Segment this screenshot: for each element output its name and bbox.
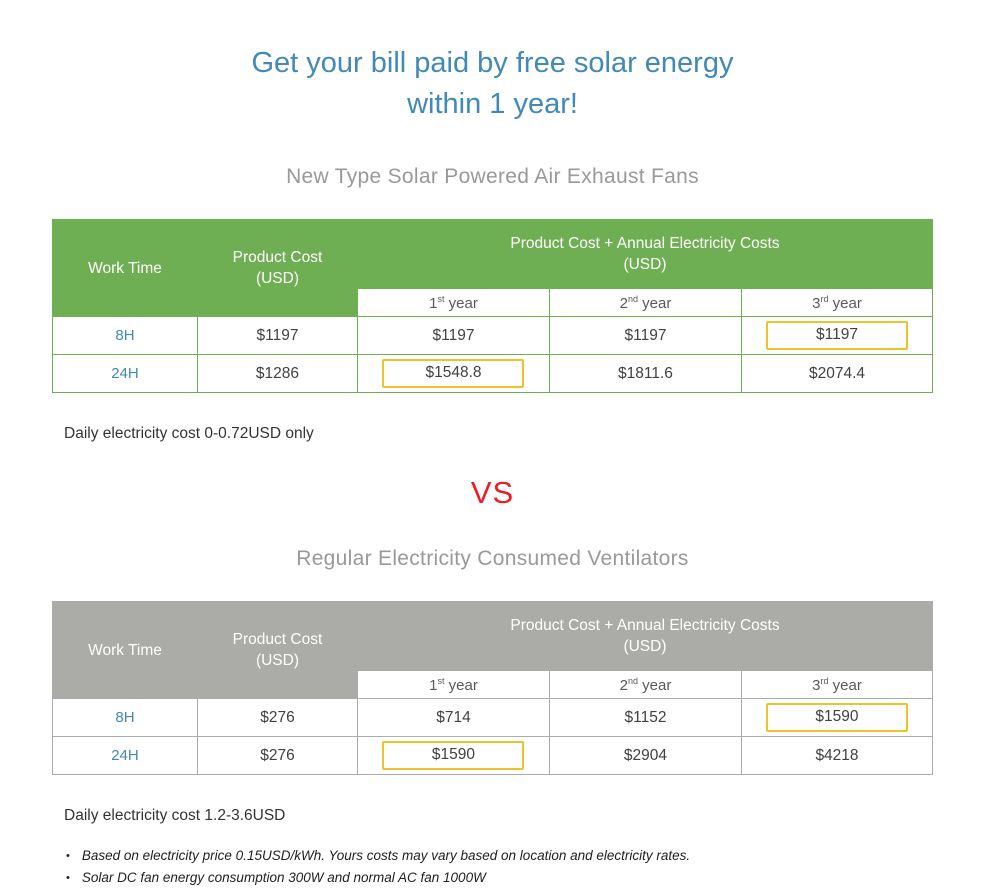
work-time-cell: 24H <box>51 354 198 394</box>
year2-cost-cell: $1152 <box>548 698 742 738</box>
page-title: Get your bill paid by free solar energy … <box>0 19 985 125</box>
work-time-cell: 8H <box>51 698 198 738</box>
year1-cost-cell: $1197 <box>356 316 550 356</box>
work-time-cell: 24H <box>51 736 198 776</box>
product-cost-column-header: Product Cost (USD) <box>196 219 358 318</box>
year3-cost-cell: $1197 <box>740 316 934 356</box>
year1-cost-cell: $1590 <box>356 736 550 776</box>
year1-header: 1st year <box>356 288 550 318</box>
year2-cost-cell: $1197 <box>548 316 742 356</box>
year2-num: 2 <box>619 294 628 312</box>
vs-label: VS <box>470 475 515 511</box>
solar-table-header-row: Work Time Product Cost (USD) Product Cos… <box>51 219 934 318</box>
year1-cost-cell: $1548.8 <box>356 354 550 394</box>
product-cost-header-line1: Product Cost <box>232 249 323 267</box>
solar-comparison-table: Work Time Product Cost (USD) Product Cos… <box>51 219 934 394</box>
title-line-2: within 1 year! <box>407 88 578 121</box>
regular-table-header-row: Work Time Product Cost (USD) Product Cos… <box>51 601 934 700</box>
solar-section-subtitle: New Type Solar Powered Air Exhaust Fans <box>286 165 699 189</box>
combined-header-line2: (USD) <box>623 638 667 656</box>
product-cost-header-line2: (USD) <box>255 652 300 670</box>
footnotes: • Based on electricity price 0.15USD/kWh… <box>66 845 985 889</box>
year1-word: year <box>444 676 478 694</box>
highlight-box: $1548.8 <box>382 359 525 389</box>
product-cost-cell: $1197 <box>196 316 358 356</box>
year2-cost-cell: $1811.6 <box>548 354 742 394</box>
combined-cost-column-header: Product Cost + Annual Electricity Costs … <box>356 601 934 672</box>
year2-header: 2nd year <box>548 288 742 318</box>
regular-row-24h: 24H $276 $1590 $2904 $4218 <box>51 736 934 776</box>
regular-section-subtitle: Regular Electricity Consumed Ventilators <box>296 547 689 571</box>
solar-year-subheader-row: 1st year 2nd year 3rd year <box>52 288 934 318</box>
year2-ordinal: nd <box>627 675 638 686</box>
work-time-cell: 8H <box>51 316 198 356</box>
year3-cost-cell: $4218 <box>740 736 934 776</box>
year3-cost-cell: $2074.4 <box>740 354 934 394</box>
footnote-item: • Based on electricity price 0.15USD/kWh… <box>66 845 985 867</box>
regular-cost-note: Daily electricity cost 1.2-3.6USD <box>64 807 286 825</box>
year3-word: year <box>828 294 862 312</box>
year1-ordinal: st <box>437 675 445 686</box>
year3-ordinal: rd <box>820 675 829 686</box>
year1-cost-cell: $714 <box>356 698 550 738</box>
solar-cost-note: Daily electricity cost 0-0.72USD only <box>64 425 314 443</box>
footnote-text: Based on electricity price 0.15USD/kWh. … <box>81 848 691 864</box>
title-line-1: Get your bill paid by free solar energy <box>251 47 734 80</box>
year3-word: year <box>828 676 862 694</box>
year3-header: 3rd year <box>740 670 934 700</box>
product-cost-column-header: Product Cost (USD) <box>196 601 358 700</box>
product-cost-header-line2: (USD) <box>255 270 300 288</box>
regular-row-8h: 8H $276 $714 $1152 $1590 <box>51 698 934 738</box>
combined-header-line1: Product Cost + Annual Electricity Costs <box>510 617 780 635</box>
year3-num: 3 <box>812 294 821 312</box>
highlight-box: $1590 <box>765 703 908 733</box>
year3-ordinal: rd <box>820 293 829 304</box>
combined-header-line2: (USD) <box>623 256 667 274</box>
year2-ordinal: nd <box>627 293 638 304</box>
page: Get your bill paid by free solar energy … <box>0 19 985 889</box>
year3-num: 3 <box>812 676 821 694</box>
highlight-box: $1590 <box>382 741 525 771</box>
product-cost-header-line1: Product Cost <box>232 631 323 649</box>
work-time-column-header: Work Time <box>51 219 198 318</box>
year1-word: year <box>444 294 478 312</box>
solar-row-24h: 24H $1286 $1548.8 $1811.6 $2074.4 <box>51 354 934 394</box>
year1-num: 1 <box>429 294 438 312</box>
year2-word: year <box>637 294 672 312</box>
footnote-item: • Solar DC fan energy consumption 300W a… <box>66 867 985 889</box>
year2-num: 2 <box>619 676 628 694</box>
bullet-icon: • <box>66 850 70 863</box>
product-cost-cell: $1286 <box>196 354 358 394</box>
work-time-column-header: Work Time <box>51 601 198 700</box>
year2-header: 2nd year <box>548 670 742 700</box>
product-cost-cell: $276 <box>196 698 358 738</box>
combined-header-line1: Product Cost + Annual Electricity Costs <box>510 235 780 253</box>
regular-year-subheader-row: 1st year 2nd year 3rd year <box>52 670 934 700</box>
year2-cost-cell: $2904 <box>548 736 742 776</box>
year3-header: 3rd year <box>740 288 934 318</box>
footnote-text: Solar DC fan energy consumption 300W and… <box>81 870 486 886</box>
regular-comparison-table: Work Time Product Cost (USD) Product Cos… <box>51 601 934 776</box>
solar-row-8h: 8H $1197 $1197 $1197 $1197 <box>51 316 934 356</box>
bullet-icon: • <box>66 872 70 885</box>
year1-ordinal: st <box>437 293 445 304</box>
combined-cost-column-header: Product Cost + Annual Electricity Costs … <box>356 219 934 290</box>
year3-cost-cell: $1590 <box>740 698 934 738</box>
product-cost-cell: $276 <box>196 736 358 776</box>
year1-header: 1st year <box>356 670 550 700</box>
year1-num: 1 <box>429 676 438 694</box>
highlight-box: $1197 <box>765 321 908 351</box>
year2-word: year <box>637 676 672 694</box>
